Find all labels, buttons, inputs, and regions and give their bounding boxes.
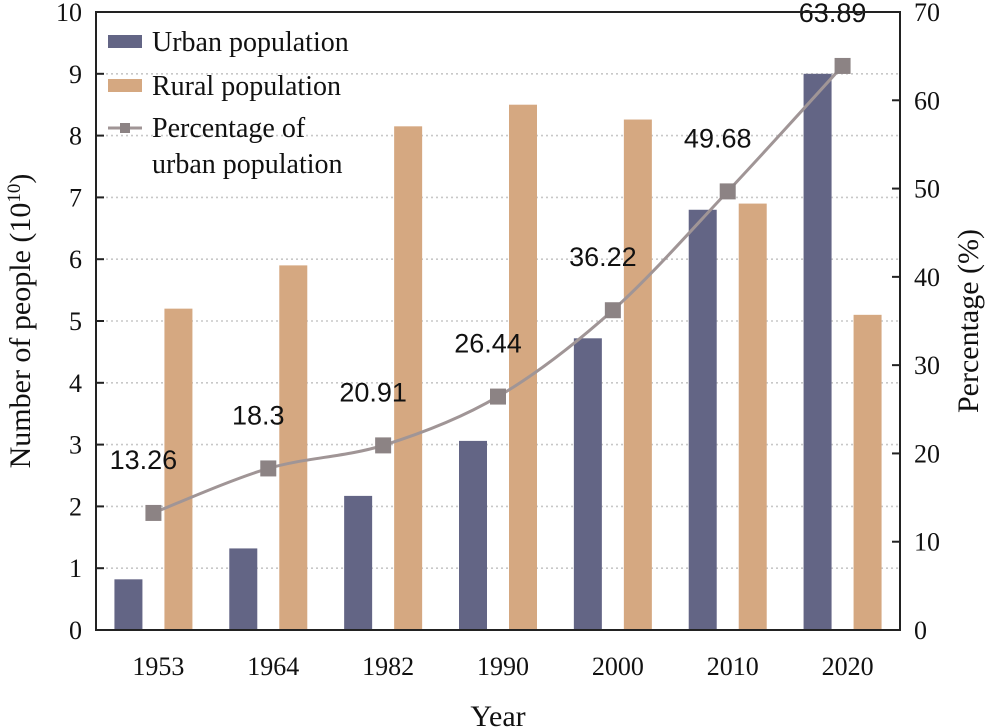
y-axis-right-title: Percentage (%) [952, 229, 985, 413]
bars [114, 73, 882, 631]
rural-population-bar [279, 265, 308, 630]
rural-population-bar [853, 314, 882, 630]
percentage-marker [375, 437, 392, 454]
percentage-data-label: 20.91 [339, 377, 407, 407]
percentage-data-label: 26.44 [454, 329, 522, 359]
y-right-tick-label: 10 [914, 528, 940, 557]
urban-population-bar [573, 338, 602, 630]
x-tick-label: 1964 [247, 652, 299, 681]
rural-population-bar [738, 203, 767, 630]
y-right-tick-label: 20 [914, 439, 940, 468]
y-left-tick-label: 7 [69, 183, 82, 212]
x-tick-label: 1990 [477, 652, 529, 681]
urban-population-bar [803, 73, 832, 631]
urban-population-bar [344, 495, 373, 630]
y-axis-left-title: Number of people (1010) [4, 174, 38, 469]
y-left-tick-label: 2 [69, 492, 82, 521]
percentage-data-label: 63.89 [799, 0, 867, 28]
y-left-tick-label: 4 [69, 369, 82, 398]
y-right-tick-label: 70 [914, 0, 940, 27]
percentage-data-label: 13.26 [110, 445, 178, 475]
legend-swatch [108, 35, 142, 48]
legend-label-line: urban population [152, 149, 343, 180]
percentage-marker [145, 504, 162, 521]
y-right-tick-label: 40 [914, 263, 940, 292]
legend-label-line: Percentage of [152, 113, 306, 144]
y-left-tick-label: 9 [69, 60, 82, 89]
y-right-tick-label: 50 [914, 175, 940, 204]
y-left-tick-label: 8 [69, 122, 82, 151]
legend-label: Urban population [152, 27, 349, 58]
urban-population-bar [459, 440, 487, 630]
y-left-tick-label: 3 [69, 431, 82, 460]
x-tick-label: 1982 [362, 652, 414, 681]
rural-population-bar [509, 104, 537, 630]
rural-population-bar [623, 119, 652, 631]
data-labels: 13.26 18.3 20.91 26.44 36.22 49.68 63.89 [110, 0, 867, 475]
y-right-tick-label: 30 [914, 351, 940, 380]
x-tick-label: 2020 [822, 652, 874, 681]
percentage-marker [490, 388, 506, 405]
axes: 0 1 2 3 4 5 6 7 8 9 10 0 10 20 30 40 50 60 70 1953 1964 1982 1… [56, 0, 940, 681]
legend-swatch [108, 79, 142, 92]
y-left-tick-label: 1 [69, 554, 82, 583]
x-tick-label: 2000 [592, 652, 644, 681]
percentage-marker [834, 57, 851, 74]
legend-label: Rural population [152, 71, 341, 102]
y-axis-left-title-close: ) [4, 174, 37, 184]
line-series [145, 57, 851, 521]
y-left-tick-label: 6 [69, 245, 82, 274]
legend-label: Percentage of urban population [152, 113, 343, 180]
percentage-marker [719, 183, 736, 200]
y-left-tick-label: 10 [56, 0, 82, 27]
y-right-tick-label: 60 [914, 86, 940, 115]
x-axis-title: Year [470, 700, 525, 728]
x-tick-label: 2010 [707, 652, 759, 681]
urban-population-bar [229, 548, 258, 630]
percentage-data-label: 49.68 [684, 123, 752, 153]
y-right-tick-label: 0 [914, 616, 927, 645]
legend-marker-swatch [120, 123, 130, 133]
rural-population-bar [394, 126, 423, 630]
percentage-marker [260, 460, 277, 477]
x-tick-label: 1953 [132, 652, 184, 681]
y-left-tick-label: 0 [69, 616, 82, 645]
percentage-marker [604, 302, 621, 319]
legend: Urban population Rural population Percenta… [108, 27, 349, 180]
urban-population-bar [688, 209, 717, 630]
percentage-data-label: 18.3 [232, 400, 285, 430]
urban-population-bar [114, 579, 143, 630]
y-left-tick-label: 5 [69, 307, 82, 336]
percentage-data-label: 36.22 [569, 242, 637, 272]
y-axis-left-title-exponent: 10 [4, 184, 25, 203]
y-axis-left-title-text: Number of people (10 [4, 203, 37, 469]
rural-population-bar [164, 308, 193, 630]
